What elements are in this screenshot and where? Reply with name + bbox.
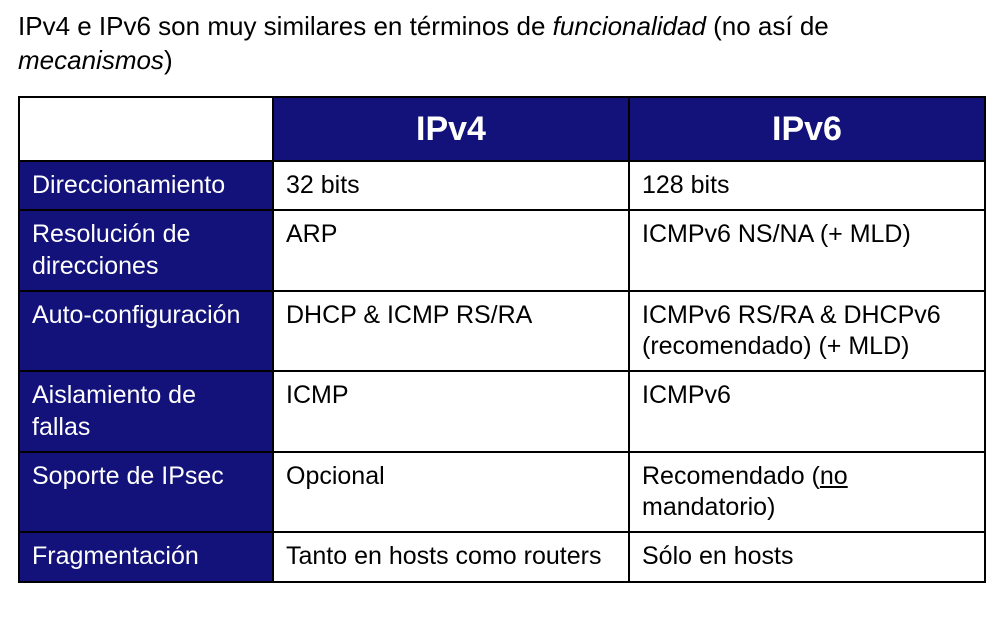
row-head: Direccionamiento	[19, 161, 273, 210]
cell-ipv4: 32 bits	[273, 161, 629, 210]
table-header-ipv6: IPv6	[629, 97, 985, 162]
cell-ipv6-post: mandatorio)	[642, 493, 775, 521]
table-row: Resolución de direcciones ARP ICMPv6 NS/…	[19, 210, 985, 291]
row-head: Auto-configuración	[19, 291, 273, 372]
comparison-table: IPv4 IPv6 Direccionamiento 32 bits 128 b…	[18, 96, 986, 583]
table-row: Direccionamiento 32 bits 128 bits	[19, 161, 985, 210]
table-row: Soporte de IPsec Opcional Recomendado (n…	[19, 452, 985, 533]
intro-post: )	[164, 45, 173, 75]
row-head: Fragmentación	[19, 532, 273, 581]
cell-ipv6: Recomendado (no mandatorio)	[629, 452, 985, 533]
page: IPv4 e IPv6 son muy similares en término…	[0, 0, 1006, 636]
table-row: Aislamiento de fallas ICMP ICMPv6	[19, 371, 985, 452]
intro-pre: IPv4 e IPv6 son muy similares en término…	[18, 11, 553, 41]
row-head: Aislamiento de fallas	[19, 371, 273, 452]
cell-ipv6-pre: Recomendado (	[642, 462, 820, 490]
intro-em1: funcionalidad	[553, 11, 706, 41]
cell-ipv6: 128 bits	[629, 161, 985, 210]
cell-ipv6: ICMPv6	[629, 371, 985, 452]
intro-text: IPv4 e IPv6 son muy similares en término…	[18, 10, 988, 78]
cell-ipv6: ICMPv6 NS/NA (+ MLD)	[629, 210, 985, 291]
cell-ipv4: ICMP	[273, 371, 629, 452]
table-header-blank	[19, 97, 273, 162]
cell-ipv6-underline: no	[820, 462, 848, 490]
cell-ipv4: Tanto en hosts como routers	[273, 532, 629, 581]
cell-ipv6: ICMPv6 RS/RA & DHCPv6 (recomendado) (+ M…	[629, 291, 985, 372]
row-head: Resolución de direcciones	[19, 210, 273, 291]
table-row: Auto-configuración DHCP & ICMP RS/RA ICM…	[19, 291, 985, 372]
row-head: Soporte de IPsec	[19, 452, 273, 533]
cell-ipv4: DHCP & ICMP RS/RA	[273, 291, 629, 372]
cell-ipv4: Opcional	[273, 452, 629, 533]
table-row: Fragmentación Tanto en hosts como router…	[19, 532, 985, 581]
table-header-ipv4: IPv4	[273, 97, 629, 162]
intro-em2: mecanismos	[18, 45, 164, 75]
cell-ipv6: Sólo en hosts	[629, 532, 985, 581]
intro-mid: (no así de	[706, 11, 829, 41]
cell-ipv4: ARP	[273, 210, 629, 291]
table-header-row: IPv4 IPv6	[19, 97, 985, 162]
